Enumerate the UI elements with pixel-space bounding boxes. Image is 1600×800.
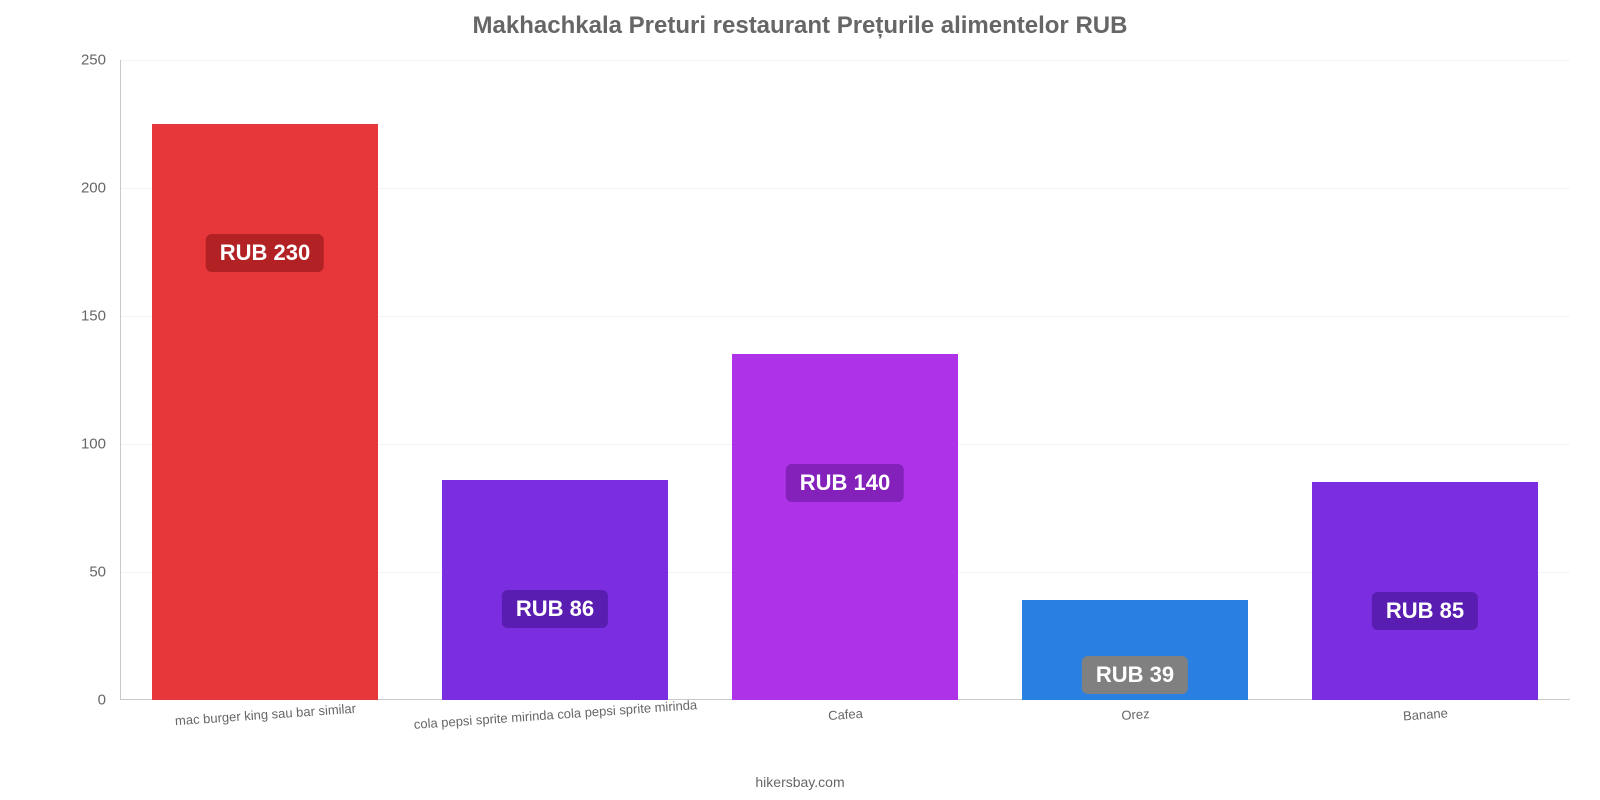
y-tick-label: 200 (56, 180, 106, 197)
x-category-label: mac burger king sau bar similar (120, 698, 413, 768)
plot-area: 050100150200250 RUB 230RUB 86RUB 140RUB … (120, 60, 1570, 700)
y-tick-label: 250 (56, 52, 106, 69)
bar: RUB 39 (1022, 600, 1248, 700)
bar: RUB 230 (152, 124, 378, 700)
bar: RUB 85 (1312, 482, 1538, 700)
x-category-label: Orez (990, 698, 1283, 768)
bar-slot: RUB 39 (990, 60, 1280, 700)
x-category-label: Cafea (700, 698, 993, 768)
y-tick-label: 50 (56, 564, 106, 581)
bar-slot: RUB 85 (1280, 60, 1570, 700)
footer-credit: hikersbay.com (0, 774, 1600, 790)
bar: RUB 86 (442, 480, 668, 700)
y-tick-label: 0 (56, 692, 106, 709)
bar: RUB 140 (732, 354, 958, 700)
value-badge: RUB 39 (1082, 656, 1188, 694)
y-tick-label: 150 (56, 308, 106, 325)
x-category-labels: mac burger king sau bar similarcola peps… (120, 708, 1570, 758)
y-tick-label: 100 (56, 436, 106, 453)
x-category-label: Banane (1280, 698, 1573, 768)
bar-slot: RUB 140 (700, 60, 990, 700)
price-bar-chart: Makhachkala Preturi restaurant Prețurile… (0, 0, 1600, 800)
x-category-label: cola pepsi sprite mirinda cola pepsi spr… (410, 698, 703, 768)
bar-slot: RUB 230 (120, 60, 410, 700)
bar-slot: RUB 86 (410, 60, 700, 700)
value-badge: RUB 85 (1372, 592, 1478, 630)
value-badge: RUB 140 (786, 464, 904, 502)
bars-container: RUB 230 RUB 86 RUB 140 RUB 39 RUB 85 (120, 60, 1570, 700)
value-badge: RUB 86 (502, 590, 608, 628)
value-badge: RUB 230 (206, 234, 324, 272)
chart-title: Makhachkala Preturi restaurant Prețurile… (0, 12, 1600, 40)
